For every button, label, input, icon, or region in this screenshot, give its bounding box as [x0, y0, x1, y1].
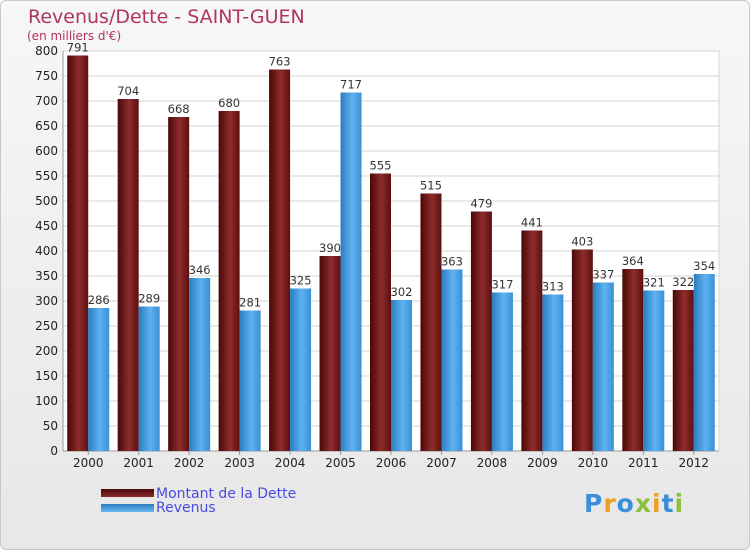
- legend-swatch-revenus: [101, 504, 154, 512]
- value-label-dette: 791: [67, 41, 89, 55]
- y-tick-label: 150: [35, 369, 58, 383]
- value-label-revenus: 717: [340, 78, 362, 92]
- value-label-revenus: 281: [239, 296, 261, 310]
- bar-dette: [168, 117, 190, 451]
- value-label-revenus: 289: [138, 292, 160, 306]
- value-label-dette: 390: [319, 241, 341, 255]
- bar-revenus: [138, 306, 160, 451]
- bar-revenus: [441, 269, 463, 451]
- value-label-revenus: 354: [693, 259, 715, 273]
- value-label-dette: 322: [672, 275, 694, 289]
- value-label-revenus: 325: [290, 274, 312, 288]
- x-tick-label: 2004: [275, 456, 306, 470]
- value-label-revenus: 302: [391, 285, 413, 299]
- x-tick-label: 2001: [123, 456, 154, 470]
- chart-subtitle: (en milliers d'€): [27, 29, 122, 43]
- y-tick-label: 400: [35, 244, 58, 258]
- y-tick-label: 700: [35, 94, 58, 108]
- value-label-revenus: 321: [643, 276, 665, 290]
- bar-dette: [117, 99, 139, 451]
- value-label-revenus: 346: [189, 263, 211, 277]
- y-tick-label: 200: [35, 344, 58, 358]
- bar-dette: [470, 211, 492, 451]
- bar-revenus: [592, 282, 614, 451]
- bar-dette: [269, 69, 291, 451]
- bar-revenus: [88, 308, 110, 451]
- x-tick-label: 2005: [325, 456, 356, 470]
- x-tick-label: 2007: [426, 456, 457, 470]
- x-tick-label: 2000: [73, 456, 104, 470]
- bar-revenus: [693, 274, 715, 451]
- bar-revenus: [542, 294, 564, 451]
- y-tick-label: 350: [35, 269, 58, 283]
- bar-dette: [571, 249, 593, 451]
- y-tick-label: 600: [35, 144, 58, 158]
- bar-revenus: [391, 300, 412, 451]
- bar-dette: [420, 193, 442, 451]
- bar-dette: [521, 230, 543, 451]
- value-label-dette: 763: [269, 55, 291, 69]
- value-label-dette: 668: [168, 102, 190, 116]
- y-tick-label: 0: [50, 444, 58, 458]
- y-tick-label: 50: [43, 419, 58, 433]
- x-tick-label: 2003: [224, 456, 255, 470]
- legend-label-revenus: Revenus: [156, 500, 216, 516]
- y-tick-label: 550: [35, 169, 58, 183]
- value-label-dette: 479: [470, 197, 492, 211]
- bar-dette: [319, 256, 341, 451]
- bar-dette: [622, 269, 644, 451]
- y-tick-label: 300: [35, 294, 58, 308]
- x-tick-label: 2006: [376, 456, 407, 470]
- bar-revenus: [189, 278, 211, 451]
- value-label-dette: 515: [420, 179, 442, 193]
- value-label-dette: 403: [571, 235, 593, 249]
- bar-dette: [672, 290, 694, 451]
- value-label-revenus: 337: [592, 268, 614, 282]
- value-label-dette: 555: [370, 159, 392, 173]
- value-label-dette: 364: [622, 254, 644, 268]
- bar-revenus: [491, 292, 513, 451]
- value-label-dette: 704: [117, 84, 139, 98]
- bar-revenus: [643, 290, 665, 451]
- bar-revenus: [290, 288, 312, 451]
- x-tick-label: 2011: [628, 456, 659, 470]
- x-tick-label: 2012: [678, 456, 709, 470]
- value-label-revenus: 317: [491, 278, 513, 292]
- y-tick-label: 450: [35, 219, 58, 233]
- chart-title: Revenus/Dette - SAINT-GUEN: [28, 6, 305, 28]
- y-tick-label: 500: [35, 194, 58, 208]
- value-label-dette: 680: [218, 96, 240, 110]
- bar-dette: [67, 55, 89, 451]
- y-tick-label: 750: [35, 69, 58, 83]
- legend-swatch-dette: [101, 489, 154, 497]
- x-tick-label: 2002: [174, 456, 205, 470]
- bar-dette: [218, 111, 240, 451]
- x-tick-label: 2009: [527, 456, 558, 470]
- value-label-revenus: 313: [542, 280, 564, 294]
- bar-revenus: [239, 310, 261, 451]
- bar-revenus: [340, 92, 362, 451]
- bar-dette: [370, 173, 391, 451]
- x-tick-label: 2008: [477, 456, 508, 470]
- value-label-dette: 441: [521, 216, 543, 230]
- legend-label-dette: Montant de la Dette: [156, 486, 297, 502]
- y-tick-label: 100: [35, 394, 58, 408]
- y-tick-label: 800: [35, 44, 58, 58]
- y-tick-label: 250: [35, 319, 58, 333]
- x-tick-label: 2010: [578, 456, 609, 470]
- y-tick-label: 650: [35, 119, 58, 133]
- value-label-revenus: 286: [88, 293, 110, 307]
- value-label-revenus: 363: [441, 255, 463, 269]
- proxiti-logo: Proxiti: [584, 489, 685, 518]
